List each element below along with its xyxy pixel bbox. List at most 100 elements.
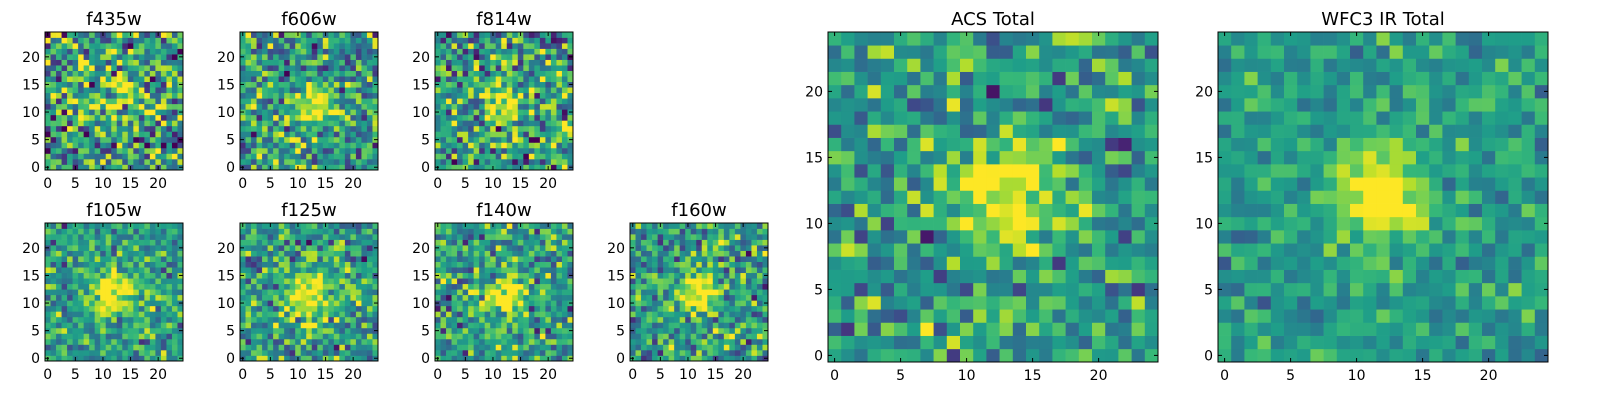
heatmap-cell [317,327,324,334]
heatmap-cell [350,250,357,257]
heatmap-cell [56,349,62,356]
heatmap-cell [311,228,318,235]
heatmap-cell [105,349,112,356]
heatmap-cell [72,289,79,296]
heatmap-cell [435,43,441,49]
heatmap-cell [641,261,647,268]
heatmap-cell [83,98,90,105]
heatmap-cell [83,333,90,340]
heatmap-cell [512,228,519,235]
heatmap-cell [894,296,908,310]
heatmap-cell [907,309,921,323]
heatmap-cell [322,327,329,334]
heatmap-cell [707,349,714,356]
heatmap-cell [567,120,574,127]
heatmap-cell [479,76,486,83]
heatmap-cell [328,338,335,345]
heatmap-cell [539,245,546,251]
heatmap-cell [854,296,868,310]
heatmap-cell [561,158,568,165]
heatmap-cell [171,344,178,351]
heatmap-cell [72,147,79,154]
heatmap-cell [517,272,524,279]
heatmap-cell [339,316,346,323]
heatmap-cell [322,153,329,160]
heatmap-cell [712,327,719,334]
x-tick-label: 10 [94,367,112,383]
heatmap-cell [89,223,96,229]
heatmap-cell [435,48,441,55]
heatmap-cell [751,223,758,229]
heatmap-cell [267,338,274,345]
heatmap-cell [729,311,736,318]
heatmap-cell [490,43,497,49]
heatmap-cell [894,230,908,244]
heatmap-cell [300,344,307,351]
heatmap-cell [479,131,486,138]
heatmap-cell [322,87,329,94]
heatmap-cell [729,333,736,340]
heatmap-cell [133,81,140,88]
heatmap-cell [372,142,379,149]
heatmap-cell [534,48,541,55]
heatmap-cell [94,305,101,312]
heatmap-cell [550,87,557,94]
heatmap-cell [317,245,324,251]
heatmap-cell [473,256,480,262]
heatmap-cell [707,228,714,235]
heatmap-cell [105,114,112,121]
heatmap-cell [973,322,987,336]
heatmap-cell [262,228,268,235]
heatmap-cell [657,344,664,351]
heatmap-cell [350,92,357,99]
heatmap-cell [479,327,486,334]
heatmap-cell [685,322,692,329]
y-tick-label: 15 [412,268,430,284]
heatmap-cell [828,269,842,284]
heatmap-cell [841,282,855,297]
y-tick-label: 0 [226,351,235,367]
heatmap-cell [67,349,73,356]
heatmap-cell [635,327,642,334]
heatmap-cell [78,158,84,165]
heatmap-cell [138,98,145,105]
heatmap-cell [344,125,351,132]
heatmap-cell [1105,348,1119,363]
heatmap-cell [440,109,447,116]
x-tick-label: 5 [266,367,275,383]
heatmap-cell [138,289,145,296]
heatmap-cell [740,344,747,351]
heatmap-cell [155,125,162,132]
heatmap-cell [462,131,469,138]
heatmap-cell [1026,177,1040,191]
heatmap-cell [867,177,882,191]
heatmap-cell [630,239,636,246]
heatmap-cell [907,150,921,165]
heatmap-cell [295,256,302,262]
heatmap-cell [300,283,307,290]
heatmap-cell [83,109,90,116]
heatmap-cell [240,70,246,77]
y-tick-label: 5 [31,324,40,340]
heatmap-cell [545,147,552,154]
heatmap-cell [361,267,368,274]
heatmap-cell [273,294,279,301]
heatmap-cell [657,311,664,318]
heatmap-cell [273,338,279,345]
heatmap-cell [166,81,173,88]
heatmap-cell [372,294,379,301]
heatmap-cell [245,54,252,60]
heatmap-cell [1039,282,1053,297]
heatmap-cell [528,136,535,143]
heatmap-cell [707,272,714,279]
heatmap-cell [89,228,96,235]
heatmap-cell [1012,322,1027,336]
heatmap-cell [339,305,346,312]
heatmap-cell [100,136,107,143]
heatmap-cell [160,327,167,334]
heatmap-cell [668,261,675,268]
heatmap-cell [262,245,268,251]
heatmap-cell [72,43,79,49]
heatmap-cell [149,256,156,262]
heatmap-cell [251,153,257,160]
